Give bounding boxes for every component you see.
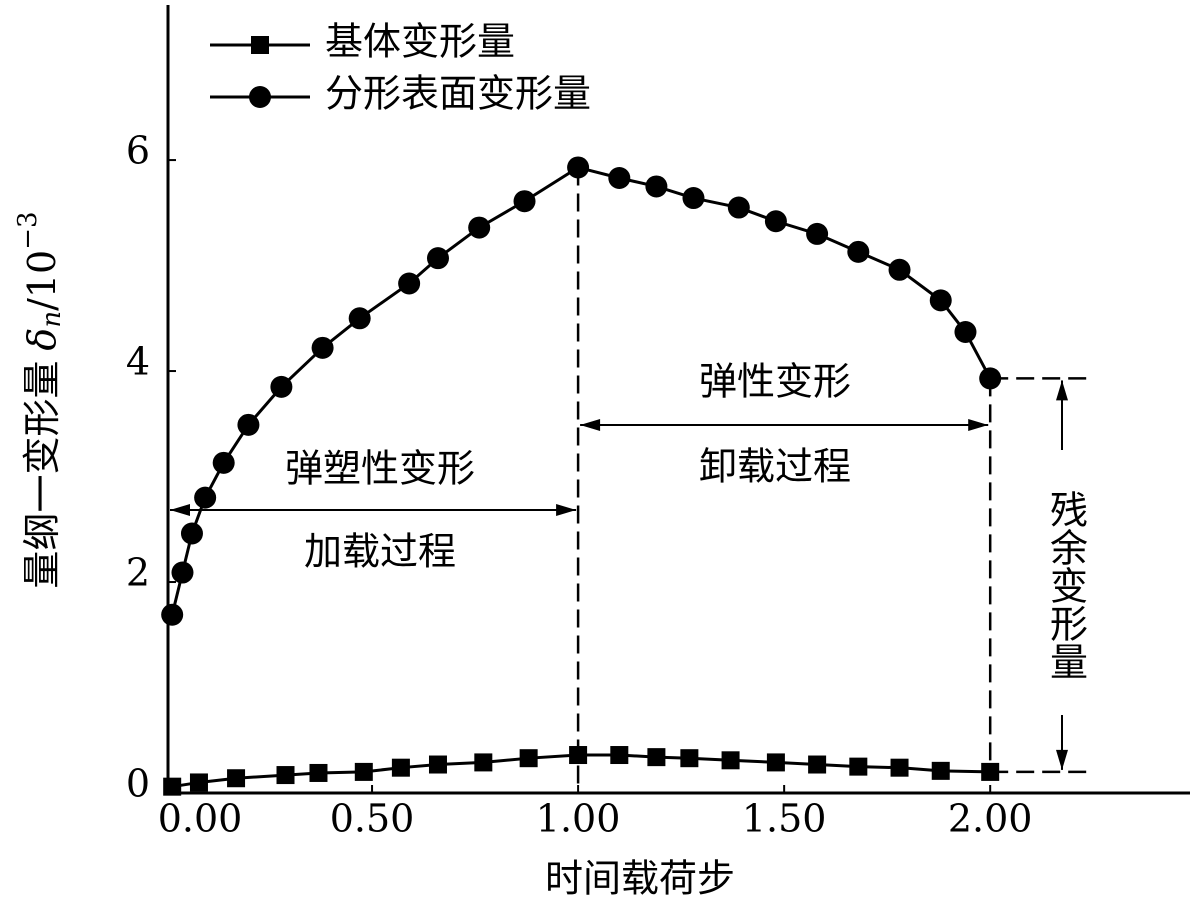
- marker: [808, 755, 827, 774]
- marker: [426, 247, 449, 270]
- y-tick-label: 6: [126, 129, 150, 173]
- marker: [890, 758, 909, 777]
- x-tick-label: 2.00: [948, 797, 1033, 841]
- legend-label: 基体变形量: [325, 20, 515, 64]
- marker: [682, 187, 705, 210]
- legend-label: 分形表面变形量: [325, 72, 591, 116]
- marker: [189, 773, 208, 792]
- marker: [311, 336, 334, 359]
- marker: [608, 167, 631, 190]
- marker: [270, 375, 293, 398]
- marker: [929, 289, 952, 312]
- marker: [309, 763, 328, 782]
- marker: [680, 749, 699, 768]
- marker: [931, 761, 950, 780]
- marker: [567, 156, 590, 179]
- legend-marker: [251, 36, 269, 54]
- marker: [764, 210, 787, 233]
- x-axis-label: 时间载荷步: [545, 857, 735, 901]
- marker: [519, 749, 538, 768]
- legend-marker: [249, 86, 271, 108]
- marker: [847, 240, 870, 263]
- marker: [610, 746, 629, 765]
- y-axis-label: 量纲一变形量δn/10−3: [13, 211, 67, 588]
- marker: [468, 216, 491, 239]
- marker: [354, 762, 373, 781]
- marker: [171, 561, 194, 584]
- x-tick-label: 0.00: [158, 797, 243, 841]
- marker: [348, 307, 371, 330]
- x-tick-label: 1.50: [742, 797, 827, 841]
- marker: [398, 272, 421, 295]
- marker: [194, 486, 217, 509]
- marker: [806, 222, 829, 245]
- x-tick-label: 1.00: [536, 797, 621, 841]
- marker: [180, 522, 203, 545]
- marker: [954, 321, 977, 344]
- marker: [513, 190, 536, 213]
- marker: [212, 451, 235, 474]
- y-tick-label: 4: [126, 340, 150, 384]
- marker: [981, 762, 1000, 781]
- marker: [569, 746, 588, 765]
- annotation: 残余变形量: [1044, 490, 1088, 680]
- marker: [276, 766, 295, 785]
- marker: [849, 757, 868, 776]
- marker: [474, 753, 493, 772]
- marker: [237, 413, 260, 436]
- annotation: 弹性变形: [699, 360, 851, 404]
- marker: [391, 758, 410, 777]
- marker: [163, 777, 182, 796]
- marker: [647, 748, 666, 767]
- x-tick-label: 0.50: [330, 797, 415, 841]
- annotation: 加载过程: [304, 530, 456, 574]
- marker: [888, 258, 911, 281]
- marker: [645, 175, 668, 198]
- y-tick-label: 2: [126, 551, 150, 595]
- annotation: 弹塑性变形: [285, 447, 475, 491]
- annotation: 卸载过程: [699, 445, 851, 489]
- marker: [161, 603, 184, 626]
- marker: [721, 751, 740, 770]
- marker: [227, 769, 246, 788]
- marker: [766, 753, 785, 772]
- line: [170, 165, 992, 616]
- marker: [979, 367, 1002, 390]
- marker: [727, 196, 750, 219]
- y-tick-label: 0: [126, 762, 150, 806]
- marker: [428, 755, 447, 774]
